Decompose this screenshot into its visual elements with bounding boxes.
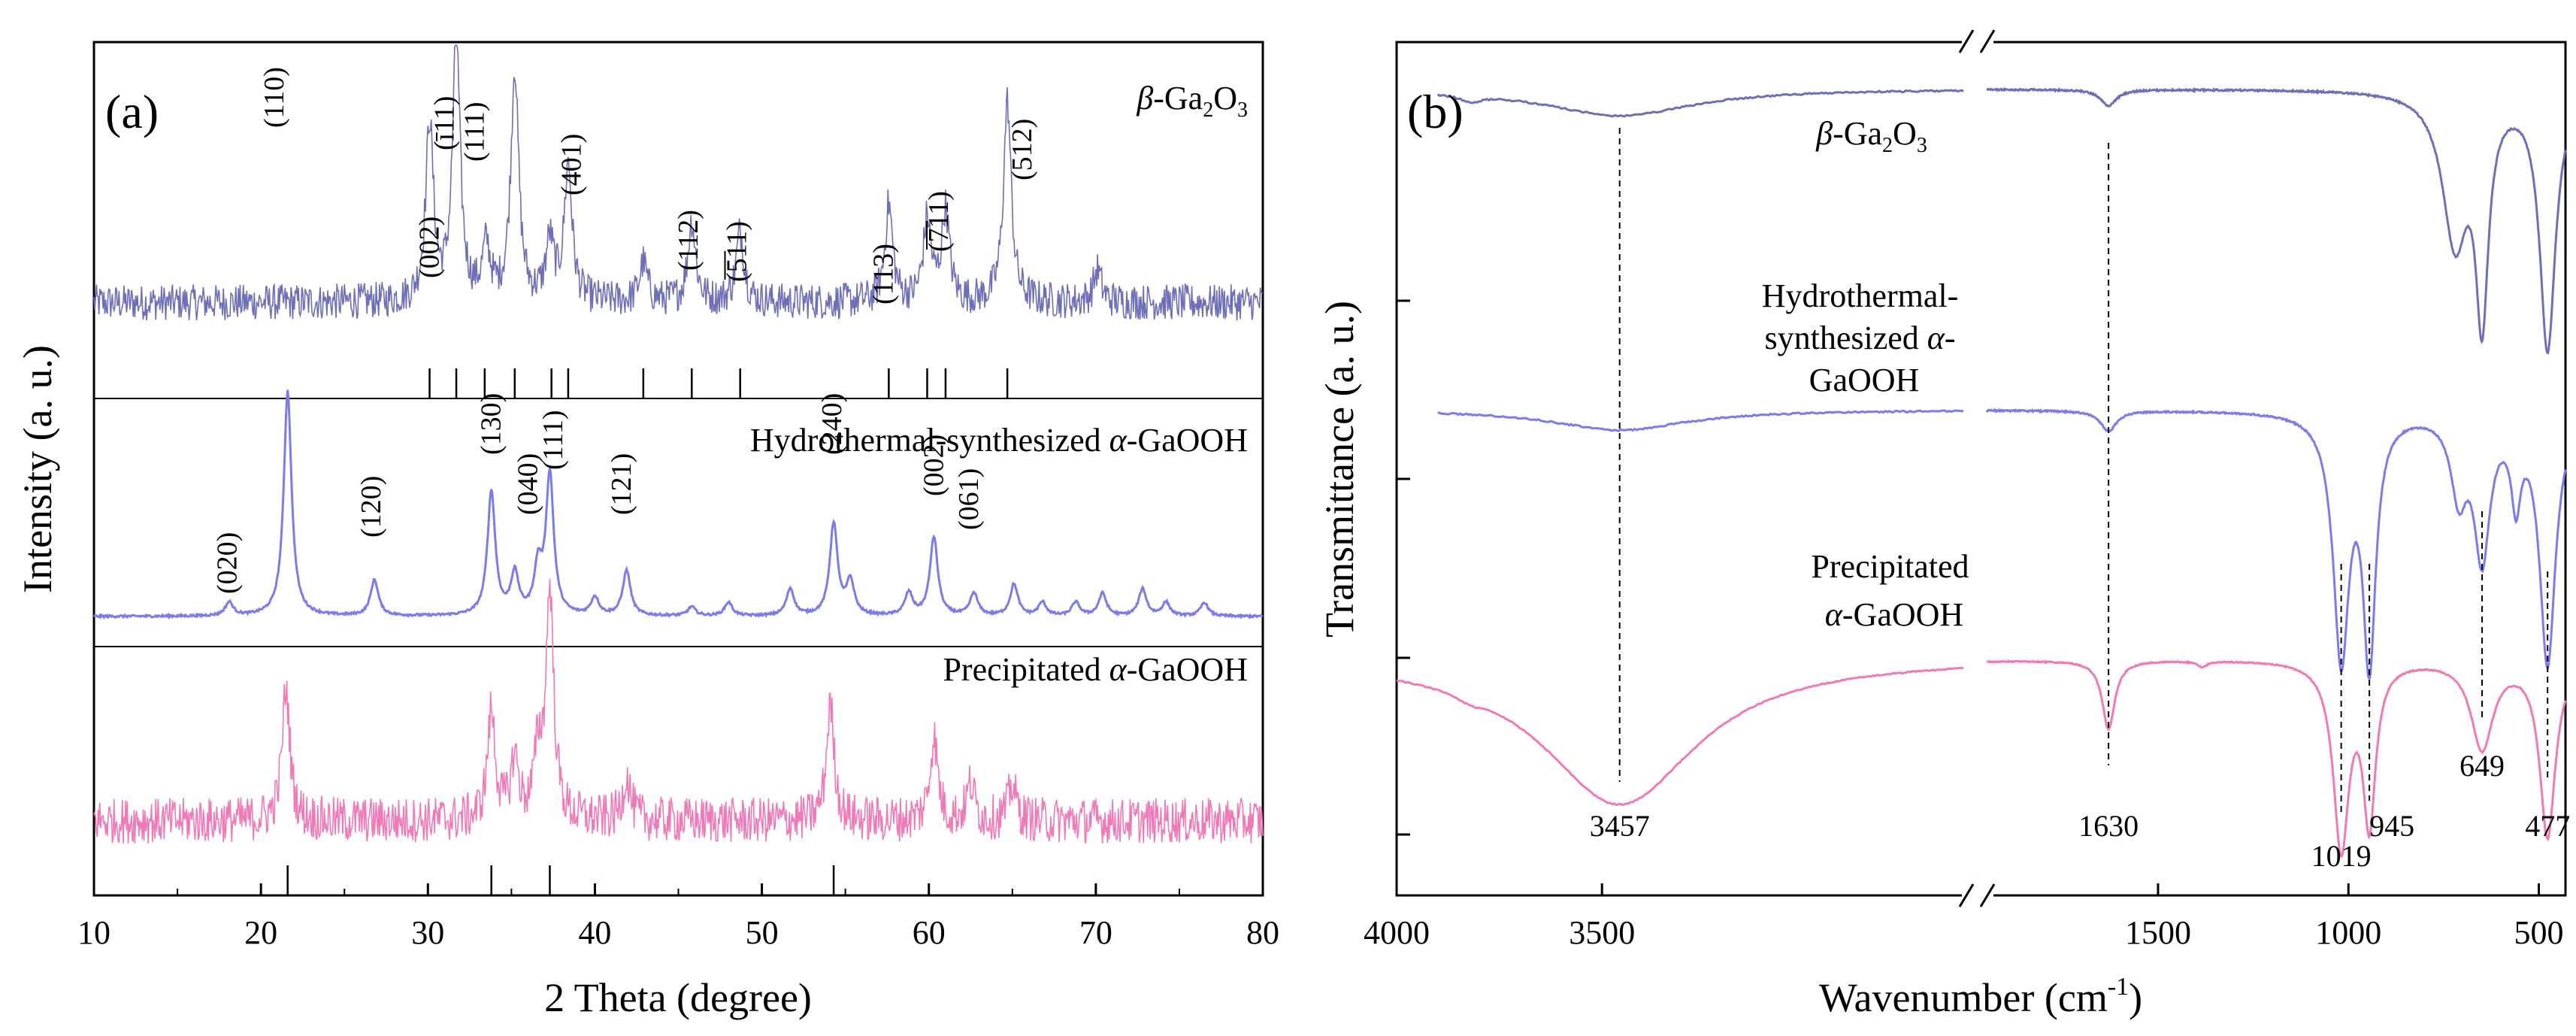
x-tick-label: 80 bbox=[1246, 914, 1279, 951]
x-tick-label: 500 bbox=[2514, 914, 2564, 951]
hkl-label: (111) bbox=[537, 410, 569, 471]
hkl-label: (401) bbox=[555, 134, 587, 195]
peak-label: 649 bbox=[2459, 749, 2505, 783]
x-tick-label: 10 bbox=[77, 914, 110, 951]
panel-b-frame bbox=[1395, 41, 2567, 897]
hkl-label: (ī11) bbox=[429, 96, 461, 150]
series-line-beta bbox=[93, 44, 1264, 321]
series-line-hydro bbox=[1985, 407, 2567, 680]
series-line-beta bbox=[1436, 89, 1964, 118]
panel-b-traces bbox=[1396, 86, 2567, 859]
hkl-label: (110) bbox=[259, 67, 290, 128]
x-tick-label: 1000 bbox=[2315, 914, 2381, 951]
peak-label: 1630 bbox=[2078, 809, 2139, 843]
panel-a-traces bbox=[92, 44, 1264, 895]
series-line-precip bbox=[93, 579, 1264, 844]
panel-a-annotations: (002)(ī11)(111)(401)(112) (̅5̅11) (113)(̅7… bbox=[212, 67, 1038, 594]
x-tick-label: 4000 bbox=[1364, 914, 1430, 951]
axis-break-mark bbox=[1958, 29, 1975, 53]
hkl-label: (̅5̅11) bbox=[721, 221, 752, 282]
legend-b-hydro: Hydrothermal- synthesized α- GaOOH bbox=[1762, 277, 1966, 398]
panel-a-frame bbox=[92, 41, 1264, 897]
axis-break-mark bbox=[1979, 883, 1996, 907]
panel-b-ylabel: Transmittance (a. u.) bbox=[1317, 301, 1362, 638]
hkl-label: (112) bbox=[673, 210, 704, 271]
hkl-label: (020) bbox=[212, 532, 244, 594]
series-line-hydro bbox=[92, 389, 1264, 620]
hkl-label: (240) bbox=[816, 393, 848, 455]
panel-b-xlabel: Wavenumber (cm-1) bbox=[1819, 973, 2142, 1020]
hkl-label: (121) bbox=[606, 453, 637, 515]
axis-break-mark bbox=[1979, 29, 1996, 53]
hkl-label: (̅7̅11) bbox=[923, 191, 955, 252]
hkl-label: (130) bbox=[476, 393, 507, 455]
peak-label: 1019 bbox=[2311, 839, 2372, 873]
hkl-label: (111) bbox=[459, 102, 490, 162]
legend-b-beta: β-Ga2O3 bbox=[1815, 115, 1927, 157]
x-tick-label: 40 bbox=[578, 914, 611, 951]
peak-label: 945 bbox=[2369, 809, 2414, 843]
legend-b-precip: Precipitated α-GaOOH bbox=[1811, 548, 1977, 633]
hkl-label: (120) bbox=[356, 476, 387, 538]
panel-a-x-ticks: 10 20 30 40 50 60 70 80 bbox=[77, 883, 1279, 951]
axis-break-mark bbox=[1958, 883, 1975, 907]
hkl-label: (061) bbox=[953, 468, 985, 530]
hkl-label: (002) bbox=[918, 435, 949, 496]
panel-a-xlabel: 2 Theta (degree) bbox=[544, 975, 812, 1020]
hkl-label: (002) bbox=[414, 217, 446, 278]
series-line-hydro bbox=[1437, 409, 1964, 432]
hkl-label: (113) bbox=[868, 244, 900, 304]
x-tick-label: 60 bbox=[913, 914, 946, 951]
x-tick-label: 3500 bbox=[1569, 914, 1635, 951]
peak-label: 477 bbox=[2525, 809, 2570, 843]
legend-a-beta: β-Ga2O3 bbox=[1136, 80, 1248, 122]
x-tick-label: 70 bbox=[1079, 914, 1112, 951]
x-tick-label: 20 bbox=[244, 914, 277, 951]
legend-a-precip: Precipitated α-GaOOH bbox=[943, 651, 1248, 688]
panel-a-ylabel: Intensity (a. u.) bbox=[15, 345, 60, 593]
series-line-precip bbox=[1396, 667, 1964, 807]
series-line-beta bbox=[1986, 86, 2567, 355]
panel-a-xrd: 10 20 30 40 50 60 70 80 (002)(ī11)(111)(401)(11… bbox=[15, 41, 1279, 1020]
panel-b-x-ticks: 4000 3500 1500 1000 500 bbox=[1364, 299, 2564, 951]
panel-a-label: (a) bbox=[105, 85, 159, 138]
series-line-precip bbox=[1986, 659, 2567, 859]
legend-a-hydro: Hydrothermal-synthesized α-GaOOH bbox=[750, 422, 1248, 459]
x-tick-label: 1500 bbox=[2125, 914, 2191, 951]
hkl-label: (040) bbox=[513, 453, 544, 515]
x-tick-label: 50 bbox=[746, 914, 779, 951]
hkl-label: (512) bbox=[1006, 119, 1038, 180]
x-tick-label: 30 bbox=[411, 914, 444, 951]
panel-b-label: (b) bbox=[1407, 85, 1464, 138]
peak-label: 3457 bbox=[1590, 809, 1650, 843]
